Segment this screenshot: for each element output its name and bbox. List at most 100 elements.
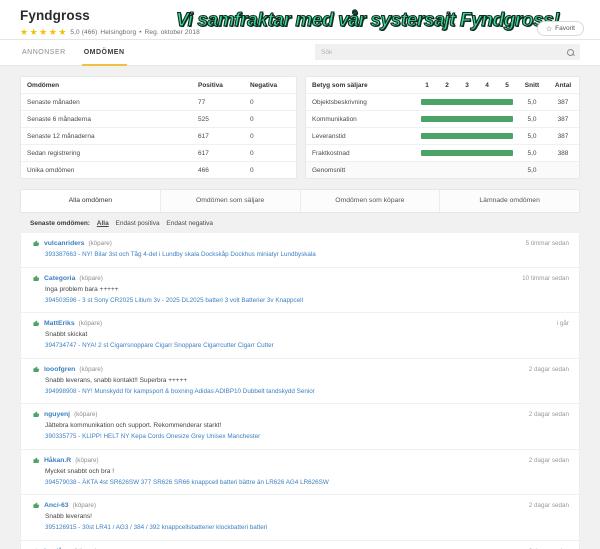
review-username[interactable]: nguyenj <box>44 411 71 418</box>
review-item-link[interactable]: 394734747 - NYA! 2 st Cigarrsnoppare Cig… <box>45 342 274 349</box>
col-4: 4 <box>477 77 497 94</box>
review-comment: Inga problem bara +++++ <box>45 285 119 293</box>
list-item: looofgren (köpare) 2 dagar sedan Snabb l… <box>21 359 579 404</box>
review-username[interactable]: looofgren <box>44 365 76 373</box>
rating-stars: ★ ★ ★ ★ ★ <box>20 28 66 37</box>
tab-annonser[interactable]: ANNONSER <box>22 48 66 56</box>
review-username[interactable]: Anci-63 <box>44 502 69 509</box>
row-positiva[interactable]: 617 <box>192 127 244 145</box>
review-username[interactable]: MattEriks <box>44 320 75 327</box>
row-positiva[interactable]: 466 <box>198 166 209 174</box>
review-header: Anci-63 (köpare) <box>33 502 569 509</box>
table-row: Kommunikation 5,0 387 <box>306 110 579 128</box>
col-positiva: Positiva <box>192 77 244 94</box>
thumbs-up-icon <box>33 320 40 327</box>
promo-banner: Vi samfraktar med vår systersajt Fyndgro… <box>175 9 560 31</box>
table-row: Sedan registrering 617 0 <box>21 144 296 162</box>
rating-bar-cell <box>417 144 517 162</box>
filter-tab-omdomen-som-kopare[interactable]: Omdömen som köpare <box>300 190 441 212</box>
col-1: 1 <box>417 77 437 94</box>
row-antal: 388 <box>547 144 579 162</box>
col-3: 3 <box>457 77 477 94</box>
row-label: Senaste 12 månaderna <box>21 127 192 145</box>
filter-endast-negativa[interactable]: Endast negativa <box>166 220 214 227</box>
review-timestamp: i går <box>556 320 569 327</box>
search-icon[interactable] <box>567 48 574 56</box>
row-positiva[interactable]: 525 <box>192 110 244 128</box>
table-header-row: Betyg som säljare 1 2 3 4 5 Snitt Antal <box>306 77 579 94</box>
review-role: (köpare) <box>72 502 97 509</box>
table-row: Senaste 6 månaderna 525 0 <box>21 110 296 128</box>
review-role: (köpare) <box>78 320 103 327</box>
main-tabbar: ANNONSER OMDÖMEN <box>0 40 600 66</box>
rating-bar-cell <box>417 93 517 111</box>
search-input[interactable] <box>321 48 567 56</box>
row-label: Leveranstid <box>306 127 417 145</box>
table-row: Leveranstid 5,0 387 <box>306 127 579 145</box>
review-timestamp: 2 dagar sedan <box>528 502 569 509</box>
row-label: Genomsnitt <box>306 161 417 178</box>
page-title: Fyndgross <box>20 8 90 23</box>
review-role: (köpare) <box>79 365 103 373</box>
review-username[interactable]: vulcanriders <box>44 240 85 247</box>
filter-tab-lamnade-omdomen[interactable]: Lämnade omdömen <box>440 190 579 212</box>
review-item-link[interactable]: 390335775 - KLIPP! HELT NY Kepa Cords On… <box>45 433 261 440</box>
omdomen-table-body: Senaste månaden 77 0 Senaste 6 månaderna… <box>21 93 296 179</box>
review-item-link[interactable]: 394998908 - NY! Munskydd för kampsport &… <box>45 387 315 395</box>
thumbs-up-icon <box>33 502 40 509</box>
filter-alla[interactable]: Alla <box>96 220 109 227</box>
review-item-link[interactable]: 394579038 - ÄKTA 4st SR626SW 377 SR626 S… <box>45 478 329 486</box>
favorite-button[interactable]: ☆ Favorit <box>536 21 584 36</box>
review-timestamp: 3 dagar sedan <box>529 548 569 549</box>
row-snitt: 5,0 <box>517 93 547 111</box>
col-5: 5 <box>497 77 517 94</box>
review-comment: Snabbt skickat <box>45 331 88 338</box>
meta-separator: • <box>139 29 142 36</box>
row-snitt: 5,0 <box>517 127 547 145</box>
rating-bar-cell <box>417 161 517 178</box>
row-label: Fraktkostnad <box>306 144 417 162</box>
betyg-panel: Betyg som säljare 1 2 3 4 5 Snitt Antal … <box>305 76 580 179</box>
review-username[interactable]: Categoria <box>44 274 76 282</box>
rating-bar-track <box>421 133 513 139</box>
row-positiva[interactable]: 617 <box>192 144 244 162</box>
table-row: Fraktkostnad 5,0 388 <box>306 144 579 162</box>
review-username[interactable]: lundåsa <box>44 548 70 549</box>
row-negativa: 0 <box>244 127 296 145</box>
list-item: nguyenj (köpare) 2 dagar sedan Jättebra … <box>21 404 579 450</box>
thumbs-up-icon <box>33 275 40 282</box>
review-item-link[interactable]: 395126915 - 30st LR41 / AG3 / 384 / 392 … <box>45 524 268 531</box>
review-role: (köpare) <box>75 456 99 464</box>
review-item-link[interactable]: 393387663 - NY! Bilar 3st och Tåg 4-del … <box>45 251 316 258</box>
row-snitt: 5,0 <box>517 161 547 178</box>
filter-endast-positiva[interactable]: Endast positiva <box>115 220 160 227</box>
star-icon: ★ <box>48 27 57 37</box>
filter-tab-omdomen-som-saljare[interactable]: Omdömen som säljare <box>160 190 301 212</box>
review-item-link[interactable]: 394503596 - 3 st Sony CR2025 Litium 3v -… <box>45 296 303 304</box>
review-comment: Mycket snabbt och bra ! <box>45 467 115 475</box>
row-negativa: 0 <box>244 93 296 111</box>
tab-omdomen[interactable]: OMDÖMEN <box>81 40 127 66</box>
latest-reviews-label: Senaste omdömen: <box>30 220 90 227</box>
row-negativa: 0 <box>250 166 254 174</box>
list-item: lundåsa (köpare) 3 dagar sedan 395580075… <box>21 541 579 549</box>
rating-value: 5,0 <box>70 29 80 36</box>
row-positiva[interactable]: 77 <box>192 93 244 111</box>
stats-section: Omdömen Positiva Negativa Senaste månade… <box>0 66 600 179</box>
review-username[interactable]: Håkan.R <box>44 456 72 464</box>
review-header: nguyenj (köpare) <box>33 411 569 418</box>
star-icon: ★ <box>39 27 48 37</box>
rating-bar-fill <box>421 99 513 105</box>
review-timestamp: 2 dagar sedan <box>528 456 569 464</box>
filter-tab-alla-omdomen[interactable]: Alla omdömen <box>21 190 161 212</box>
rating-bar-cell <box>417 127 517 145</box>
col-negativa: Negativa <box>244 77 296 94</box>
review-role: (köpare) <box>88 240 112 247</box>
review-header: Håkan.R (köpare) <box>33 457 569 464</box>
review-timestamp: 2 dagar sedan <box>528 411 569 418</box>
omdomen-summary-panel: Omdömen Positiva Negativa Senaste månade… <box>20 76 297 179</box>
table-row: Senaste månaden 77 0 <box>21 93 296 111</box>
review-header: vulcanriders (köpare) <box>33 240 569 247</box>
search-box[interactable] <box>315 44 580 60</box>
